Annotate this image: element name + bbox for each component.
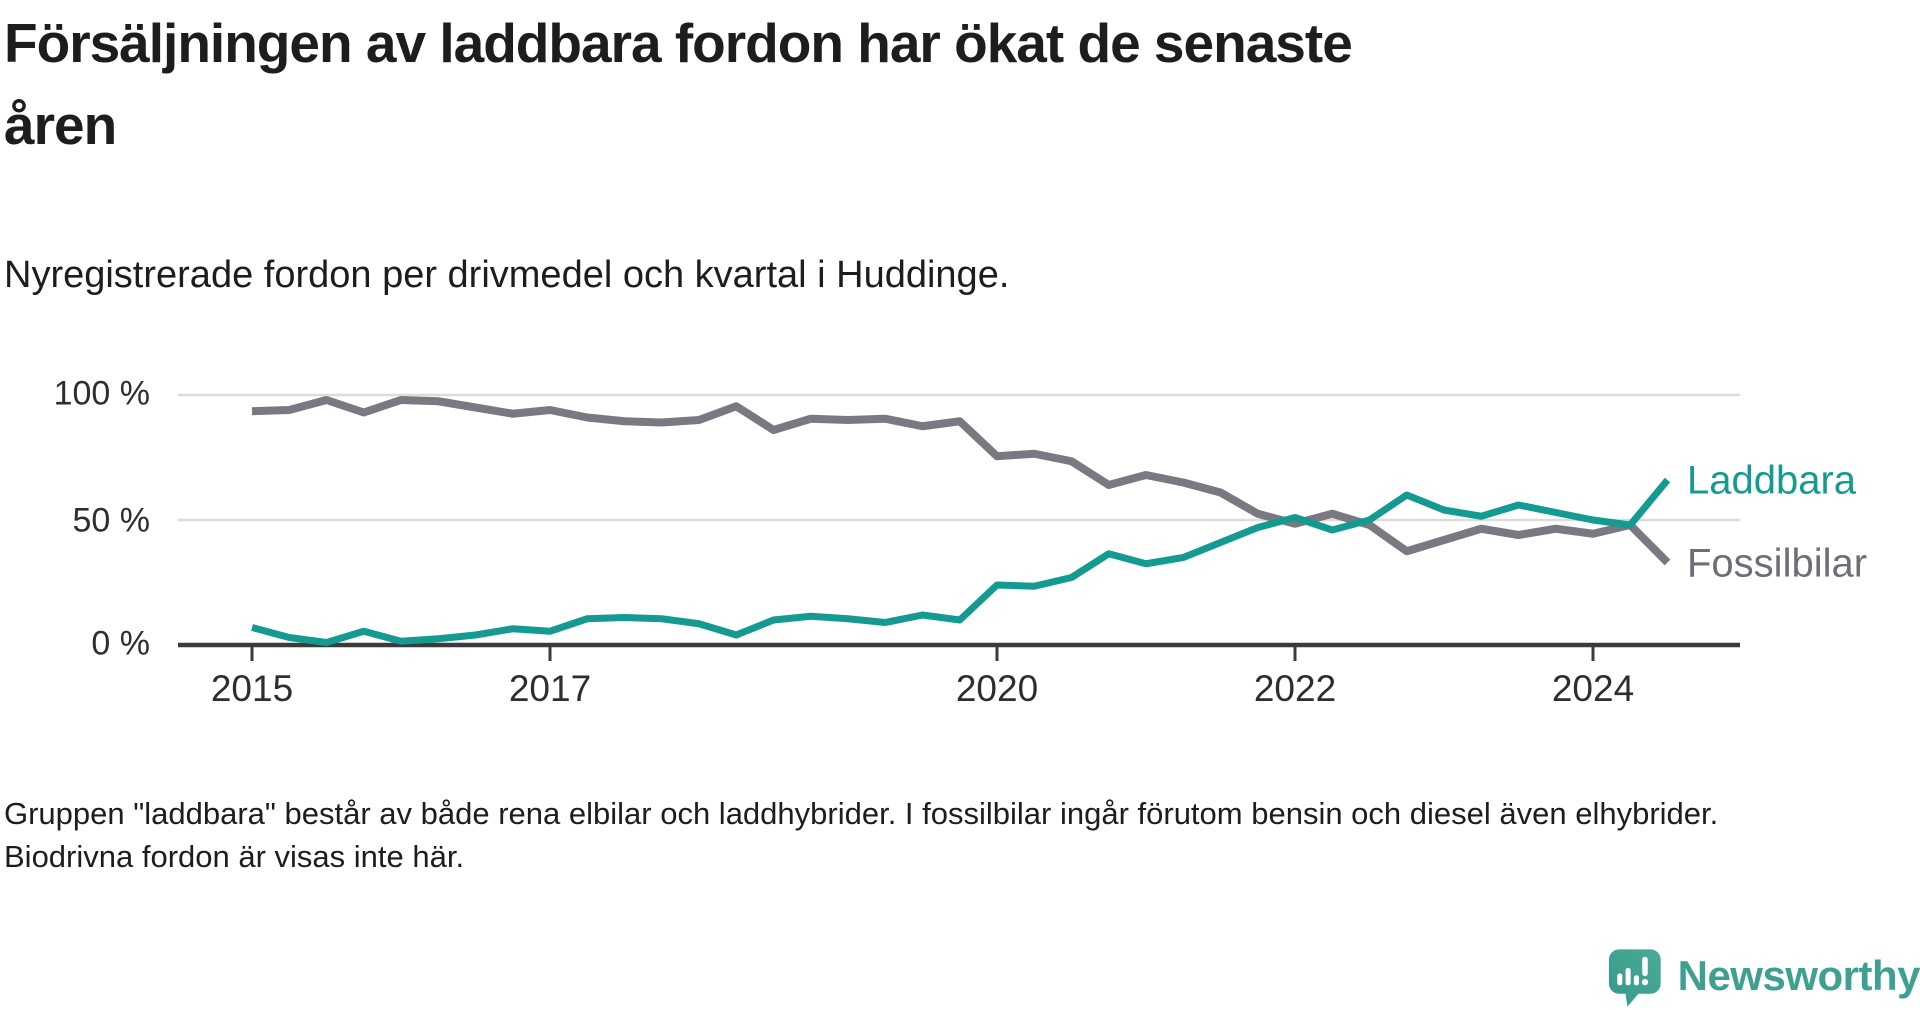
x-axis-label-2022: 2022 — [1253, 668, 1337, 709]
page-title: Försäljningen av laddbara fordon har öka… — [4, 2, 1564, 166]
footnote: Gruppen "laddbara" består av både rena e… — [4, 796, 1719, 874]
exclamation-bar-icon — [1642, 956, 1648, 977]
series-label-laddbara: Laddbara — [1687, 458, 1857, 503]
x-axis-label-2017: 2017 — [508, 668, 592, 709]
x-axis-label-2015: 2015 — [210, 668, 294, 709]
series-line-fossilbilar — [251, 396, 1671, 566]
newsworthy-logo-icon — [1608, 949, 1661, 1007]
bar-icon-1 — [1617, 973, 1623, 986]
bar-icon-2 — [1625, 967, 1631, 986]
y-axis-label-50: 50 % — [72, 501, 151, 540]
exclamation-dot-icon — [1641, 979, 1649, 986]
page-title-line-1: Försäljningen av laddbara fordon har öka… — [4, 12, 1353, 74]
y-axis-label-100: 100 % — [53, 374, 150, 413]
y-axis-label-0: 0 % — [91, 624, 150, 663]
newsworthy-logo: Newsworthy — [1608, 946, 1920, 1010]
series-label-fossilbilar: Fossilbilar — [1687, 541, 1868, 586]
x-axis-label-2024: 2024 — [1551, 668, 1635, 709]
chart-subtitle: Nyregistrerade fordon per drivmedel och … — [4, 254, 1010, 296]
newsworthy-wordmark: Newsworthy — [1677, 952, 1920, 999]
bar-icon-3 — [1633, 975, 1639, 986]
x-axis-label-2020: 2020 — [955, 668, 1039, 709]
series-line-laddbara — [251, 477, 1671, 646]
page-title-line-2: åren — [4, 94, 117, 156]
